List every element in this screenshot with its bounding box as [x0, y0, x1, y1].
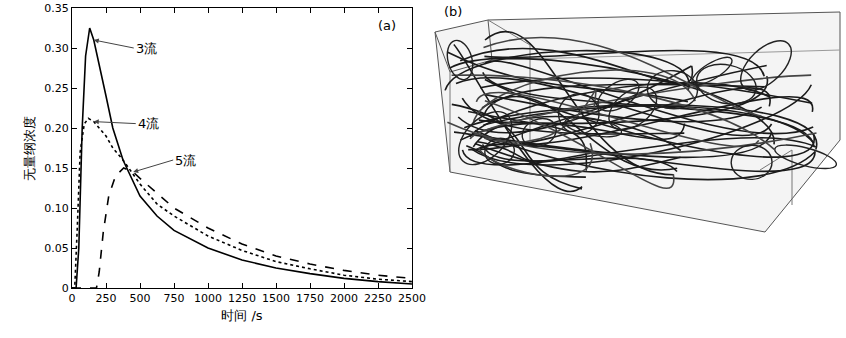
svg-text:0.25: 0.25 [44, 82, 69, 95]
svg-text:0: 0 [69, 292, 76, 305]
svg-text:(b): (b) [444, 4, 462, 19]
svg-text:2000: 2000 [330, 292, 358, 305]
svg-text:无量纲浓度: 无量纲浓度 [22, 116, 37, 181]
svg-text:750: 750 [164, 292, 185, 305]
svg-text:1000: 1000 [194, 292, 222, 305]
svg-text:1750: 1750 [296, 292, 324, 305]
svg-text:(a): (a) [378, 18, 396, 33]
svg-text:0: 0 [62, 282, 69, 295]
svg-text:0.15: 0.15 [44, 162, 69, 175]
svg-text:时间 /s: 时间 /s [221, 308, 263, 323]
svg-text:1500: 1500 [262, 292, 290, 305]
svg-text:0.10: 0.10 [44, 202, 69, 215]
svg-text:0.20: 0.20 [44, 122, 69, 135]
svg-text:2500: 2500 [398, 292, 426, 305]
svg-text:3流: 3流 [136, 41, 157, 56]
svg-text:0.35: 0.35 [44, 2, 69, 15]
svg-text:0.05: 0.05 [44, 242, 69, 255]
svg-text:2250: 2250 [364, 292, 392, 305]
svg-text:500: 500 [130, 292, 151, 305]
svg-text:0.30: 0.30 [44, 42, 69, 55]
svg-text:250: 250 [96, 292, 117, 305]
svg-text:1250: 1250 [228, 292, 256, 305]
svg-text:4流: 4流 [138, 116, 159, 131]
svg-text:5流: 5流 [175, 153, 196, 168]
